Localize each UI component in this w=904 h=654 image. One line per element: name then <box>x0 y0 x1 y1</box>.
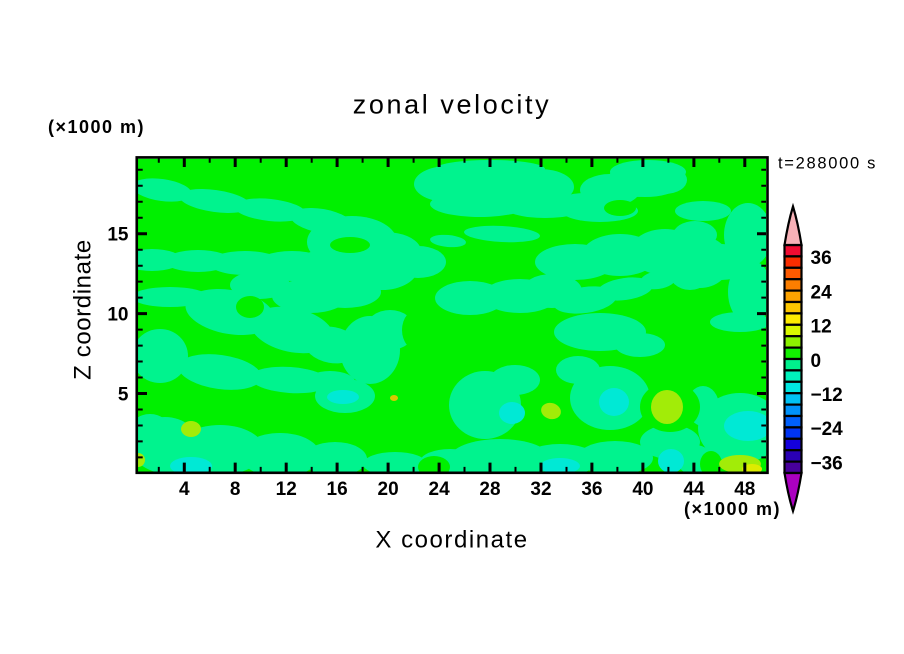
svg-text:−24: −24 <box>811 419 844 440</box>
svg-text:15: 15 <box>107 225 129 246</box>
svg-text:zonal velocity: zonal velocity <box>353 90 551 120</box>
svg-text:−36: −36 <box>811 453 843 474</box>
svg-text:28: 28 <box>479 479 500 500</box>
svg-text:44: 44 <box>683 479 705 500</box>
svg-text:10: 10 <box>107 304 128 325</box>
svg-text:12: 12 <box>811 317 832 338</box>
svg-text:X coordinate: X coordinate <box>375 527 528 554</box>
svg-text:40: 40 <box>632 479 653 500</box>
svg-text:8: 8 <box>230 479 241 500</box>
svg-text:t=288000 s: t=288000 s <box>778 155 877 173</box>
svg-text:−12: −12 <box>811 385 843 406</box>
svg-text:36: 36 <box>811 248 832 269</box>
svg-text:24: 24 <box>811 282 833 303</box>
svg-text:32: 32 <box>530 479 551 500</box>
svg-text:4: 4 <box>179 479 190 500</box>
svg-text:Z coordinate: Z coordinate <box>70 239 97 380</box>
svg-text:48: 48 <box>734 479 755 500</box>
svg-text:12: 12 <box>276 479 297 500</box>
svg-text:5: 5 <box>118 384 129 405</box>
svg-text:16: 16 <box>327 479 348 500</box>
svg-text:(×1000 m): (×1000 m) <box>48 117 145 137</box>
svg-text:0: 0 <box>811 351 822 372</box>
svg-text:36: 36 <box>581 479 602 500</box>
svg-text:24: 24 <box>429 479 451 500</box>
svg-text:20: 20 <box>378 479 399 500</box>
svg-text:(×1000 m): (×1000 m) <box>684 499 781 519</box>
